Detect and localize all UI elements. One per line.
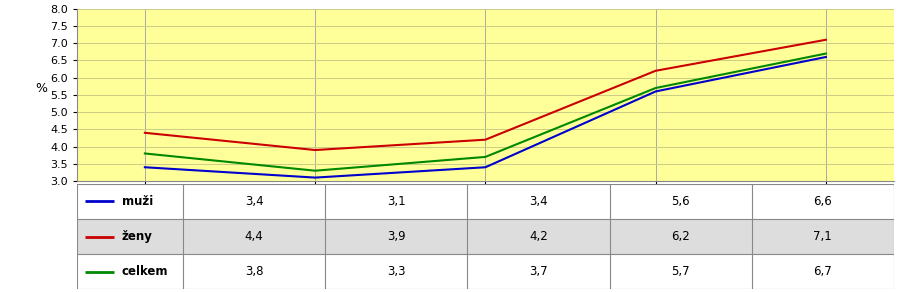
Text: 6,6: 6,6: [813, 195, 832, 208]
Text: 3,4: 3,4: [529, 195, 548, 208]
Text: muži: muži: [122, 195, 152, 208]
Bar: [77, 184, 893, 219]
Y-axis label: %: %: [35, 82, 48, 95]
Text: 5,6: 5,6: [670, 195, 689, 208]
Text: 3,1: 3,1: [387, 195, 405, 208]
Text: 3,3: 3,3: [387, 265, 405, 278]
Text: 3,8: 3,8: [244, 265, 263, 278]
Text: 7,1: 7,1: [813, 230, 832, 243]
Text: 4,4: 4,4: [244, 230, 263, 243]
Text: 5,7: 5,7: [670, 265, 689, 278]
Text: celkem: celkem: [122, 265, 168, 278]
Bar: [77, 254, 893, 289]
Text: 4,2: 4,2: [529, 230, 548, 243]
Text: 3,4: 3,4: [244, 195, 263, 208]
Text: 6,2: 6,2: [670, 230, 689, 243]
Text: ženy: ženy: [122, 230, 152, 243]
Bar: [77, 219, 893, 254]
Text: 6,7: 6,7: [813, 265, 832, 278]
Text: 3,7: 3,7: [529, 265, 548, 278]
Text: 3,9: 3,9: [387, 230, 405, 243]
